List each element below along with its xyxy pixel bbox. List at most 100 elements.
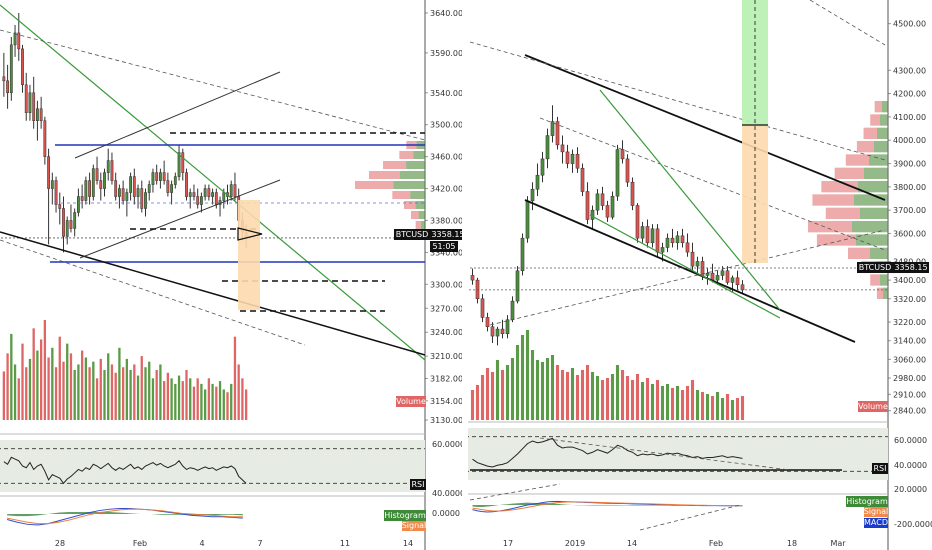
volume-bar	[615, 365, 620, 420]
volume-bar	[140, 356, 143, 420]
ticker-tag-bg	[857, 262, 893, 273]
volume-bar	[720, 398, 725, 420]
volume-bar	[575, 375, 580, 420]
x-tick-label: Feb	[709, 539, 723, 548]
volume-bar	[500, 370, 505, 420]
candle-body	[720, 270, 725, 276]
candle-body	[650, 228, 655, 244]
candle-body	[570, 153, 575, 164]
volume-bar	[36, 350, 39, 420]
volume-bar	[118, 347, 121, 420]
candle-body	[595, 193, 600, 211]
countdown-tag-bg	[430, 241, 458, 252]
volume-bar	[710, 396, 715, 420]
candle-body	[73, 212, 77, 229]
candle-body	[121, 188, 125, 201]
volume-profile-bar	[808, 221, 852, 233]
candle-body	[13, 32, 17, 46]
candle-body	[535, 174, 540, 190]
volume-bar	[28, 358, 32, 420]
volume-profile-bar	[392, 191, 411, 199]
volume-bar	[665, 384, 670, 420]
volume-bar	[655, 380, 660, 420]
candle-body	[735, 277, 740, 286]
volume-tag: Volume	[858, 402, 888, 411]
rsi-axis-label: 60.0000	[894, 436, 927, 445]
volume-bar	[685, 386, 690, 420]
volume-bar	[535, 360, 540, 420]
volume-bar	[125, 358, 129, 420]
y-tick-label: 3600.00	[893, 229, 926, 238]
candle-body	[200, 196, 203, 205]
candle-body	[65, 220, 69, 237]
dashed-resistance-line	[0, 29, 426, 141]
volume-profile-bar	[399, 171, 425, 179]
y-tick-label: 2840.00	[893, 407, 926, 416]
volume-bar	[680, 390, 685, 420]
rsi-band	[0, 440, 425, 492]
volume-profile-bar	[845, 154, 869, 166]
volume-profile-bar	[821, 181, 858, 193]
rsi-axis-label: 20.0000	[894, 485, 927, 494]
volume-profile-bar	[834, 167, 864, 179]
candle-body	[730, 277, 735, 283]
candle-body	[54, 180, 58, 205]
candle-body	[605, 205, 610, 218]
volume-profile-bar	[413, 151, 425, 159]
candle-body	[106, 160, 110, 173]
y-tick-label: 4100.00	[893, 113, 926, 122]
volume-bar	[192, 386, 196, 420]
volume-bar	[159, 364, 162, 420]
rsi-axis-label: 40.0000	[432, 489, 465, 498]
rsi-tag: RSI	[874, 464, 887, 473]
candle-body	[69, 220, 73, 229]
y-tick-label: 3060.00	[893, 355, 926, 364]
rsi-dashed-line	[539, 437, 791, 471]
candle-body	[515, 270, 520, 302]
volume-bar	[565, 372, 570, 420]
candle-body	[88, 180, 91, 197]
candle-body	[155, 172, 159, 181]
volume-bar	[148, 361, 151, 420]
volume-bar	[99, 358, 102, 420]
volume-bar	[121, 367, 125, 420]
volume-profile-bar	[880, 114, 888, 126]
candle-body	[725, 270, 730, 283]
candle-body	[140, 188, 144, 209]
volume-profile-bar	[874, 101, 882, 113]
volume-bar	[700, 392, 705, 420]
y-tick-label: 3460.00	[430, 153, 463, 162]
candle-body	[695, 261, 700, 267]
black-support-line	[0, 231, 426, 356]
volume-bar	[675, 386, 680, 420]
volume-bar	[32, 328, 35, 420]
macd-histogram	[7, 511, 243, 517]
candle-body	[485, 317, 490, 327]
y-tick-label: 3700.00	[893, 206, 926, 215]
candle-body	[17, 32, 21, 50]
candle-body	[710, 272, 715, 281]
volume-bar	[95, 378, 99, 420]
candle-body	[715, 275, 720, 281]
y-tick-label: 3640.00	[430, 9, 463, 18]
volume-profile-bar	[383, 161, 407, 169]
candle-body	[685, 242, 690, 253]
candle-body	[58, 204, 62, 209]
volume-tag-bg	[396, 396, 426, 407]
candle-body	[545, 135, 550, 160]
candle-body	[2, 76, 6, 82]
candle-body	[110, 160, 114, 181]
volume-profile-bar	[856, 234, 888, 246]
volume-bar	[715, 392, 720, 420]
volume-bar	[505, 365, 510, 420]
volume-bar	[58, 336, 61, 420]
volume-bar	[470, 390, 475, 420]
candle-body	[690, 251, 695, 267]
volume-profile-bar	[415, 221, 421, 229]
macd-histogram	[472, 502, 743, 507]
volume-bar	[155, 370, 158, 420]
y-tick-label: 3420.00	[430, 185, 463, 194]
volume-bar	[151, 378, 155, 420]
candle-body	[680, 235, 685, 244]
candle-body	[665, 237, 670, 248]
